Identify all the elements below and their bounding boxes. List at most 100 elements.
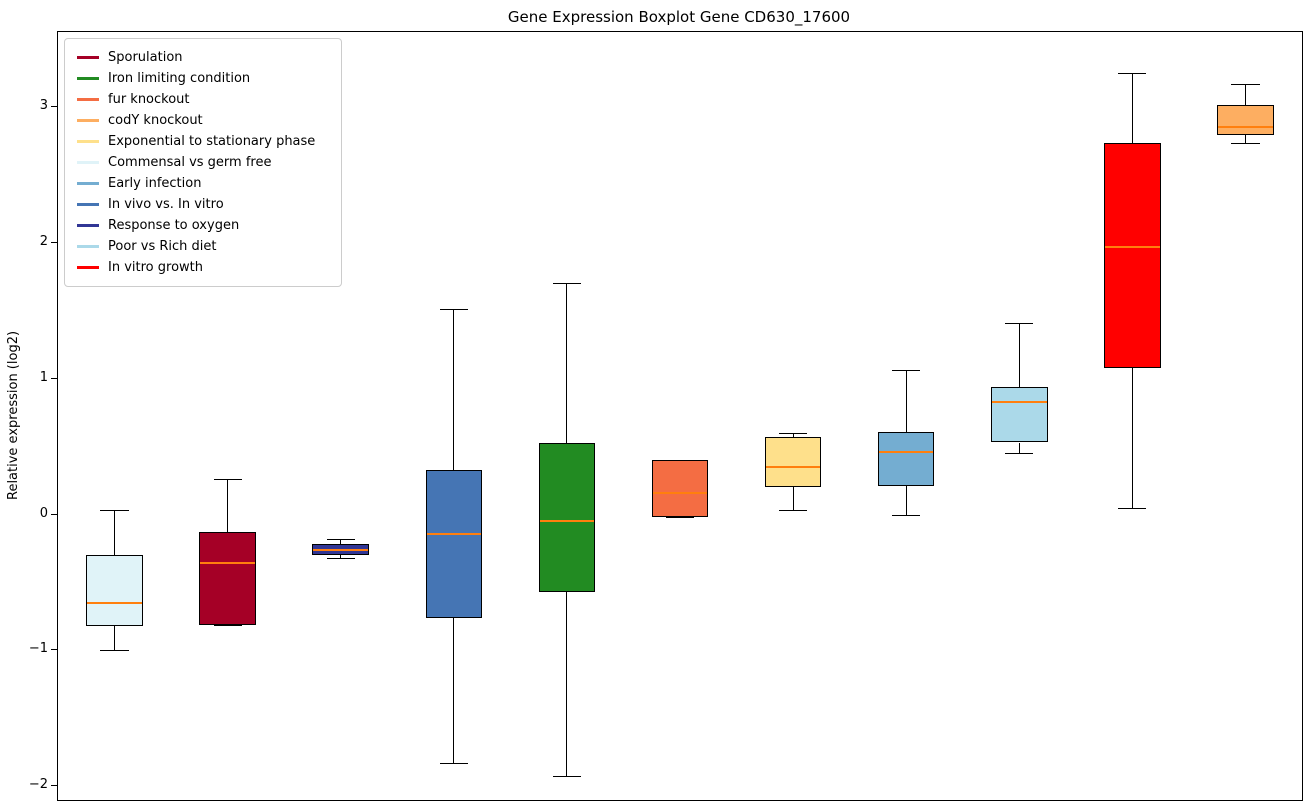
lower-whisker-cap bbox=[1231, 143, 1260, 145]
median-line bbox=[878, 451, 934, 454]
y-tick-mark bbox=[51, 513, 57, 515]
legend-item-label: Iron limiting condition bbox=[108, 71, 251, 86]
lower-whisker-line bbox=[792, 487, 794, 511]
lower-whisker-cap bbox=[892, 514, 921, 516]
legend-item: Exponential to stationary phase bbox=[77, 131, 329, 152]
lower-whisker-cap bbox=[213, 624, 242, 626]
y-tick-mark bbox=[51, 377, 57, 379]
boxplot-box bbox=[538, 442, 596, 593]
legend-color-swatch bbox=[77, 98, 99, 101]
lower-whisker-line bbox=[1018, 442, 1020, 454]
median-line bbox=[765, 465, 821, 468]
upper-whisker-cap bbox=[439, 309, 468, 311]
legend-color-swatch bbox=[77, 203, 99, 206]
upper-whisker-cap bbox=[213, 479, 242, 481]
boxplot-box bbox=[651, 460, 709, 518]
lower-whisker-line bbox=[453, 617, 455, 764]
y-tick-mark bbox=[51, 785, 57, 787]
upper-whisker-cap bbox=[892, 370, 921, 372]
legend-item-label: Poor vs Rich diet bbox=[108, 239, 217, 254]
upper-whisker-cap bbox=[326, 539, 355, 541]
upper-whisker-line bbox=[1244, 83, 1246, 106]
legend: Sporulation Iron limiting condition fur kn… bbox=[64, 38, 342, 287]
lower-whisker-cap bbox=[439, 763, 468, 765]
lower-whisker-cap bbox=[100, 650, 129, 652]
legend-item: Sporulation bbox=[77, 47, 329, 68]
legend-item-label: Response to oxygen bbox=[108, 218, 240, 233]
upper-whisker-line bbox=[340, 539, 342, 545]
legend-color-swatch bbox=[77, 140, 99, 143]
upper-whisker-cap bbox=[552, 283, 582, 285]
legend-item: Commensal vs germ free bbox=[77, 152, 329, 173]
median-line bbox=[313, 548, 368, 551]
legend-item: fur knockout bbox=[77, 89, 329, 110]
lower-whisker-cap bbox=[552, 775, 582, 777]
median-line bbox=[426, 532, 482, 535]
upper-whisker-cap bbox=[1231, 83, 1260, 85]
boxplot-box bbox=[425, 469, 483, 618]
legend-item-label: Sporulation bbox=[108, 50, 183, 65]
legend-item: Poor vs Rich diet bbox=[77, 236, 329, 257]
lower-whisker-line bbox=[1131, 367, 1133, 508]
upper-whisker-line bbox=[566, 283, 568, 443]
y-tick-label: 2 bbox=[39, 233, 48, 249]
median-line bbox=[87, 601, 142, 604]
y-tick-label: 0 bbox=[39, 505, 48, 521]
y-tick-label: 1 bbox=[39, 369, 48, 385]
legend-item-label: In vivo vs. In vitro bbox=[108, 197, 224, 212]
lower-whisker-cap bbox=[1005, 453, 1034, 455]
lower-whisker-cap bbox=[326, 558, 355, 560]
upper-whisker-cap bbox=[1005, 322, 1034, 324]
median-line bbox=[539, 520, 595, 523]
upper-whisker-cap bbox=[1118, 72, 1147, 74]
legend-color-swatch bbox=[77, 266, 99, 269]
legend-item-label: Early infection bbox=[108, 176, 202, 191]
y-tick-mark bbox=[51, 241, 57, 243]
boxplot-box bbox=[1104, 143, 1161, 368]
legend-color-swatch bbox=[77, 161, 99, 164]
legend-color-swatch bbox=[77, 182, 99, 185]
lower-whisker-line bbox=[1244, 135, 1246, 144]
plot-area: Sporulation Iron limiting condition fur kn… bbox=[57, 31, 1303, 801]
median-line bbox=[992, 400, 1047, 403]
lower-whisker-line bbox=[114, 626, 116, 651]
y-tick-label: 3 bbox=[39, 97, 48, 113]
boxplot-box bbox=[991, 386, 1048, 443]
legend-item-label: Exponential to stationary phase bbox=[108, 134, 316, 149]
chart-title: Gene Expression Boxplot Gene CD630_17600 bbox=[507, 8, 851, 26]
boxplot-box bbox=[199, 532, 256, 625]
legend-item-label: fur knockout bbox=[108, 92, 190, 107]
upper-whisker-line bbox=[453, 309, 455, 470]
y-tick-label: −1 bbox=[28, 641, 48, 657]
upper-whisker-line bbox=[227, 479, 229, 533]
lower-whisker-cap bbox=[665, 517, 695, 519]
legend-item-label: codY knockout bbox=[108, 113, 203, 128]
legend-color-swatch bbox=[77, 119, 99, 122]
legend-item: In vitro growth bbox=[77, 257, 329, 278]
boxes-layer bbox=[58, 32, 1302, 800]
upper-whisker-line bbox=[905, 370, 907, 432]
y-tick-label: −2 bbox=[28, 777, 48, 793]
y-tick-mark bbox=[51, 105, 57, 107]
boxplot-box bbox=[877, 431, 935, 486]
legend-item: Response to oxygen bbox=[77, 215, 329, 236]
legend-item-label: In vitro growth bbox=[108, 260, 203, 275]
upper-whisker-line bbox=[792, 432, 794, 438]
median-line bbox=[652, 491, 708, 494]
upper-whisker-line bbox=[1018, 322, 1020, 387]
lower-whisker-line bbox=[340, 555, 342, 559]
legend-color-swatch bbox=[77, 77, 99, 80]
lower-whisker-line bbox=[566, 592, 568, 776]
boxplot-box bbox=[764, 437, 822, 488]
legend-color-swatch bbox=[77, 245, 99, 248]
legend-color-swatch bbox=[77, 56, 99, 59]
legend-item: codY knockout bbox=[77, 110, 329, 131]
upper-whisker-line bbox=[1131, 72, 1133, 144]
boxplot-box bbox=[1217, 105, 1274, 136]
y-axis-label: Relative expression (log2) bbox=[6, 330, 21, 500]
legend-item: In vivo vs. In vitro bbox=[77, 194, 329, 215]
lower-whisker-cap bbox=[1118, 507, 1147, 509]
legend-item: Early infection bbox=[77, 173, 329, 194]
median-line bbox=[1105, 245, 1160, 248]
